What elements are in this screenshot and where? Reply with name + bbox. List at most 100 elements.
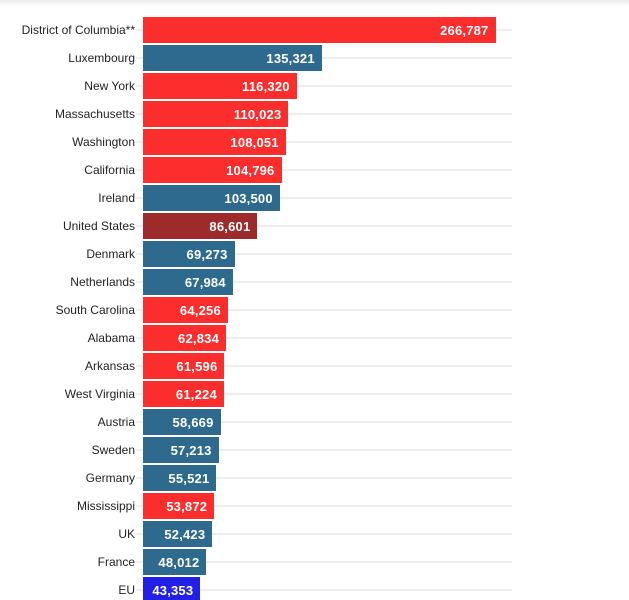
value-bar[interactable]: 108,051 <box>143 129 286 155</box>
row-gridline <box>136 113 512 115</box>
plot-area: 266,787 <box>136 16 629 44</box>
row-gridline <box>136 197 512 199</box>
value-bar[interactable]: 86,601 <box>143 213 258 239</box>
plot-area: 48,012 <box>136 548 629 576</box>
bar-row-6: California 104,796 <box>0 156 629 184</box>
value-label: 108,051 <box>230 134 279 150</box>
row-gridline <box>136 533 512 535</box>
value-bar[interactable]: 69,273 <box>143 241 235 267</box>
category-label: UK <box>118 527 135 541</box>
plot-area: 57,213 <box>136 436 629 464</box>
bar-row-3: New York 116,320 <box>0 72 629 100</box>
plot-area: 55,521 <box>136 464 629 492</box>
value-bar[interactable]: 58,669 <box>143 409 221 435</box>
row-gridline <box>136 309 512 311</box>
row-gridline <box>136 449 512 451</box>
category-label: West Virginia <box>64 387 135 401</box>
plot-area: 64,256 <box>136 296 629 324</box>
row-gridline <box>136 421 512 423</box>
bar-row-10: Netherlands 67,984 <box>0 268 629 296</box>
value-bar[interactable]: 110,023 <box>143 101 289 127</box>
bar-row-11: South Carolina 64,256 <box>0 296 629 324</box>
row-gridline <box>136 365 512 367</box>
value-label: 52,423 <box>164 526 206 542</box>
bar-row-14: West Virginia 61,224 <box>0 380 629 408</box>
value-bar[interactable]: 64,256 <box>143 297 228 323</box>
value-bar[interactable]: 48,012 <box>143 549 207 575</box>
value-bar[interactable]: 62,834 <box>143 325 226 351</box>
value-bar[interactable]: 135,321 <box>143 45 322 71</box>
bar-row-18: Mississippi 53,872 <box>0 492 629 520</box>
top-edge-shadow <box>0 0 629 6</box>
value-bar[interactable]: 61,596 <box>143 353 225 379</box>
row-gridline <box>136 85 512 87</box>
value-label: 55,521 <box>168 470 210 486</box>
value-label: 62,834 <box>178 330 219 346</box>
plot-area: 58,669 <box>136 408 629 436</box>
bar-row-2: Luxembourg 135,321 <box>0 44 629 72</box>
value-bar[interactable]: 43,353 <box>143 577 201 600</box>
bar-row-7: Ireland 103,500 <box>0 184 629 212</box>
row-gridline <box>136 337 512 339</box>
bar-row-5: Washington 108,051 <box>0 128 629 156</box>
value-label: 64,256 <box>179 302 221 318</box>
plot-area: 67,984 <box>136 268 629 296</box>
category-label: Mississippi <box>76 499 135 513</box>
plot-area: 104,796 <box>136 156 629 184</box>
value-bar[interactable]: 55,521 <box>143 465 217 491</box>
plot-area: 108,051 <box>136 128 629 156</box>
value-bar[interactable]: 52,423 <box>143 521 213 547</box>
category-label: Ireland <box>98 191 135 205</box>
value-label: 48,012 <box>158 554 200 570</box>
value-bar[interactable]: 103,500 <box>143 185 280 211</box>
category-label: South Carolina <box>55 303 135 317</box>
row-gridline <box>136 281 512 283</box>
bar-row-12: Alabama 62,834 <box>0 324 629 352</box>
plot-area: 62,834 <box>136 324 629 352</box>
value-label: 53,872 <box>166 498 208 514</box>
value-bar[interactable]: 57,213 <box>143 437 219 463</box>
value-bar[interactable]: 116,320 <box>143 73 297 99</box>
row-gridline <box>136 169 512 171</box>
plot-area: 86,601 <box>136 212 629 240</box>
value-bar[interactable]: 67,984 <box>143 269 233 295</box>
category-label: Arkansas <box>84 359 135 373</box>
category-label: France <box>97 555 135 569</box>
row-gridline <box>136 57 512 59</box>
category-label: Netherlands <box>70 275 135 289</box>
row-gridline <box>136 561 512 563</box>
bar-row-1: District of Columbia** 266,787 <box>0 16 629 44</box>
row-gridline <box>136 505 512 507</box>
bar-row-15: Austria 58,669 <box>0 408 629 436</box>
category-label: District of Columbia** <box>21 23 135 37</box>
bar-row-8: United States 86,601 <box>0 212 629 240</box>
bar-row-9: Denmark 69,273 <box>0 240 629 268</box>
value-bar[interactable]: 266,787 <box>143 17 496 43</box>
value-bar[interactable]: 61,224 <box>143 381 224 407</box>
plot-area: 53,872 <box>136 492 629 520</box>
category-label: New York <box>84 79 135 93</box>
bar-row-17: Germany 55,521 <box>0 464 629 492</box>
value-label: 57,213 <box>170 442 212 458</box>
row-gridline <box>136 253 512 255</box>
value-label: 104,796 <box>226 162 275 178</box>
category-label: Denmark <box>86 247 135 261</box>
bar-row-21: EU 43,353 <box>0 576 629 600</box>
value-label: 61,596 <box>176 358 218 374</box>
value-bar[interactable]: 104,796 <box>143 157 282 183</box>
value-label: 266,787 <box>440 22 489 38</box>
row-gridline <box>136 141 512 143</box>
value-label: 135,321 <box>266 50 315 66</box>
category-label: Sweden <box>91 443 135 457</box>
value-bar[interactable]: 53,872 <box>143 493 215 519</box>
value-label: 110,023 <box>233 106 282 122</box>
category-label: Luxembourg <box>68 51 135 65</box>
bar-row-4: Massachusetts 110,023 <box>0 100 629 128</box>
value-label: 43,353 <box>152 582 194 598</box>
value-label: 69,273 <box>186 246 228 262</box>
bar-row-16: Sweden 57,213 <box>0 436 629 464</box>
plot-area: 43,353 <box>136 576 629 600</box>
plot-area: 103,500 <box>136 184 629 212</box>
category-label: Washington <box>72 135 135 149</box>
bar-row-13: Arkansas 61,596 <box>0 352 629 380</box>
